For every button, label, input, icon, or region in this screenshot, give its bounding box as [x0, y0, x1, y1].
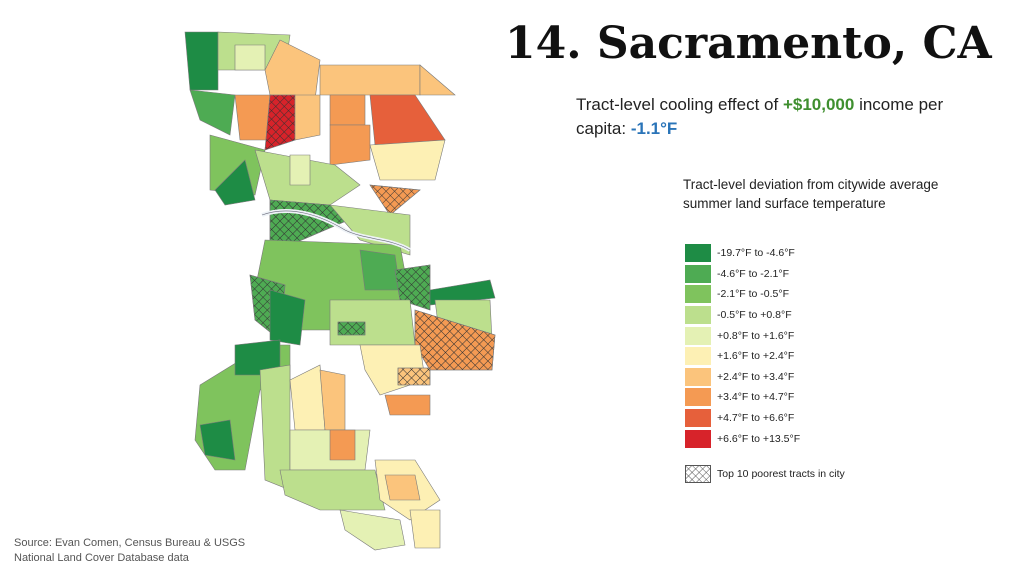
legend-label: -4.6°F to -2.1°F: [717, 267, 790, 280]
map-tract: [359, 249, 401, 291]
legend-label: +6.6°F to +13.5°F: [717, 432, 801, 445]
legend-swatch: [685, 409, 711, 428]
legend-item: -19.7°F to -4.6°F: [685, 243, 800, 264]
map-tract: [264, 94, 296, 151]
river-edge: [261, 210, 411, 251]
legend-swatch: [685, 367, 711, 386]
legend-label: +4.7°F to +6.6°F: [717, 412, 795, 425]
map-tract: [279, 469, 386, 511]
legend-label: +1.6°F to +2.4°F: [717, 350, 795, 363]
map-tract: [409, 509, 441, 549]
legend-item: +2.4°F to +3.4°F: [685, 367, 800, 388]
map-tract: [337, 321, 366, 336]
hatch-label: Top 10 poorest tracts in city: [717, 468, 845, 480]
map: [184, 31, 496, 551]
legend-item: +0.8°F to +1.6°F: [685, 325, 800, 346]
map-tract: [369, 184, 421, 216]
map-tract: [189, 89, 236, 136]
legend-item: +6.6°F to +13.5°F: [685, 428, 800, 449]
legend-swatch: [685, 429, 711, 448]
map-tract: [234, 44, 266, 71]
title: 14. Sacramento, CA: [505, 18, 992, 69]
map-tract: [209, 134, 266, 196]
hatch-swatch: [685, 465, 711, 483]
map-tract: [419, 64, 456, 96]
map-tract: [369, 139, 446, 181]
source-line: Source: Evan Comen, Census Bureau & USGS: [14, 537, 246, 549]
map-tract: [214, 159, 256, 206]
legend-title: Tract-level deviation from citywide aver…: [683, 177, 939, 211]
legend-item: +3.4°F to +4.7°F: [685, 387, 800, 408]
legend-swatch: [685, 347, 711, 366]
subtitle-part: income per capita:: [576, 95, 944, 138]
legend-swatch: [685, 388, 711, 407]
map-tract: [414, 309, 496, 371]
hatch-legend: Top 10 poorest tracts in city: [685, 465, 845, 483]
map-tract: [329, 429, 356, 461]
legend-label: +0.8°F to +1.6°F: [717, 329, 795, 342]
legend-label: +2.4°F to +3.4°F: [717, 370, 795, 383]
map-tract: [329, 94, 366, 126]
map-tract: [394, 264, 431, 311]
map-tract: [369, 94, 446, 146]
legend-swatch: [685, 244, 711, 263]
map-tract: [329, 124, 371, 166]
map-tract: [429, 279, 496, 306]
legend-item: -4.6°F to -2.1°F: [685, 264, 800, 285]
map-tract: [294, 94, 321, 141]
legend-swatch: [685, 306, 711, 325]
legend-item: +1.6°F to +2.4°F: [685, 346, 800, 367]
map-tract: [289, 154, 311, 186]
legend: -19.7°F to -4.6°F -4.6°F to -2.1°F -2.1°F …: [685, 243, 800, 449]
map-tract: [269, 289, 306, 346]
legend-label: -19.7°F to -4.6°F: [717, 247, 795, 260]
legend-swatch: [685, 264, 711, 283]
source-line: National Land Cover Database data: [14, 552, 189, 564]
subtitle: Tract-level cooling effect of +$10,000 i…: [576, 93, 961, 141]
legend-label: -2.1°F to -0.5°F: [717, 288, 790, 301]
subtitle-part: Tract-level cooling effect of: [576, 95, 779, 114]
map-tract: [289, 364, 326, 431]
map-tract: [339, 509, 406, 551]
map-tract: [234, 94, 271, 141]
map-tract: [397, 367, 431, 386]
legend-item: +4.7°F to +6.6°F: [685, 408, 800, 429]
legend-item: -2.1°F to -0.5°F: [685, 284, 800, 305]
legend-item: -0.5°F to +0.8°F: [685, 305, 800, 326]
legend-label: -0.5°F to +0.8°F: [717, 309, 792, 322]
map-tract: [384, 394, 431, 416]
subtitle-part: -1.1°F: [630, 119, 678, 138]
subtitle-part: +$10,000: [782, 95, 855, 114]
map-tract: [319, 64, 421, 96]
map-tract: [384, 474, 421, 501]
legend-label: +3.4°F to +4.7°F: [717, 391, 795, 404]
legend-swatch: [685, 326, 711, 345]
legend-swatch: [685, 285, 711, 304]
source: Source: Evan Comen, Census Bureau & USGS…: [14, 536, 245, 566]
tracts: [184, 31, 496, 551]
map-tract: [199, 419, 236, 461]
map-tract: [184, 31, 219, 91]
